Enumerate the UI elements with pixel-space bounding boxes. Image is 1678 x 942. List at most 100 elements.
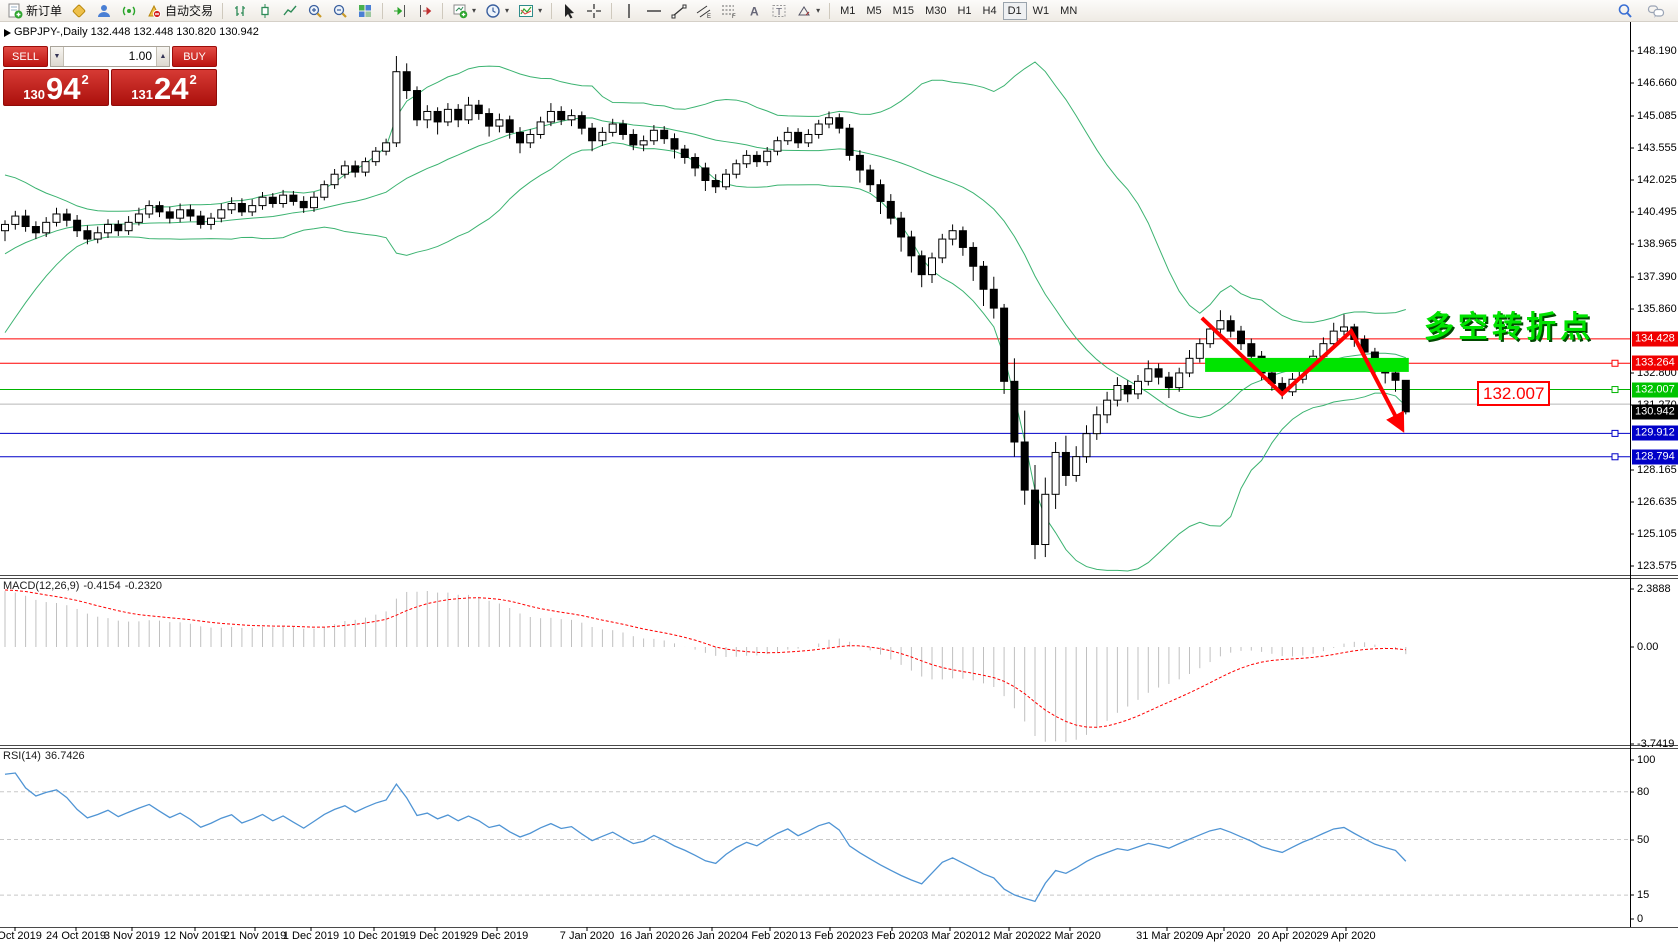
macd-main-value: -0.4154 [83,580,121,592]
separator [611,2,613,19]
price-axis-tick: 135.860 [1637,303,1677,315]
indicators-icon [519,4,534,17]
rsi-axis-tick: 15 [1637,889,1650,901]
main-toolbar: 新订单 自动交易 [0,0,1678,22]
candlestick-chart-button[interactable] [253,1,277,21]
price-axis-tick: 145.085 [1637,110,1677,122]
date-axis-label: 5 Oct 2019 [0,930,42,942]
horizontal-line-button[interactable] [642,1,666,21]
price-axis-tick: 143.555 [1637,142,1677,154]
rsi-axis-tick: 100 [1637,754,1656,766]
timeframe-button-m1[interactable]: M1 [840,4,856,17]
autotrading-button[interactable]: 自动交易 [142,1,217,21]
macd-axis-tick: 2.3888 [1637,583,1671,595]
timeframe-button-m5[interactable]: M5 [866,4,882,17]
rsi-axis-tick: 50 [1637,834,1650,846]
crosshair-button[interactable] [582,1,606,21]
separator [222,2,224,19]
date-axis-label: 10 Dec 2019 [342,930,406,942]
volume-input[interactable]: 1.00 [128,49,152,63]
price-axis-tag: 130.942 [1632,404,1678,420]
buy-price-display[interactable]: 131 24 2 [111,69,217,106]
strategy-tester-button[interactable] [67,1,91,21]
macd-name: MACD(12,26,9) [3,580,80,592]
tile-windows-button[interactable] [353,1,377,21]
date-axis-label: 29 Apr 2020 [1316,930,1376,942]
price-axis-tick: 137.390 [1637,271,1677,283]
symbol-period-label: GBPJPY-,Daily [14,26,88,38]
timeframe-button-mn[interactable]: MN [1060,4,1078,17]
text-button[interactable]: A [742,1,766,21]
text-label-button[interactable]: T [767,1,791,21]
chart-shift-button[interactable] [413,1,437,21]
periods-dropdown[interactable]: ▾ [481,1,513,21]
line-chart-button[interactable] [278,1,302,21]
timeframe-button-d1[interactable]: D1 [1002,1,1027,20]
timeframe-button-w1[interactable]: W1 [1032,4,1050,17]
timeframe-button-h1[interactable]: H1 [957,4,972,17]
rsi-value: 36.7426 [44,750,85,762]
price-chart-canvas[interactable] [0,22,1678,942]
signals-button[interactable] [117,1,141,21]
auto-scroll-button[interactable] [388,1,412,21]
toolbar-right [1613,1,1675,21]
ohlc-values: 132.448 132.448 130.820 130.942 [90,26,259,38]
svg-text:T: T [776,7,782,18]
shapes-dropdown[interactable]: ▾ [792,1,824,21]
cursor-button[interactable] [557,1,581,21]
sell-button[interactable]: SELL [3,46,48,67]
sell-price-display[interactable]: 130 94 2 [3,69,109,106]
equidistant-channel-button[interactable]: E [692,1,716,21]
clock-icon [486,3,500,18]
indicators-dropdown[interactable]: ▾ [514,1,546,21]
bar-chart-button[interactable] [228,1,252,21]
fibonacci-icon: F [722,5,736,19]
date-axis-label: 12 Nov 2019 [163,930,227,942]
timeframe-button-m30[interactable]: M30 [925,4,947,17]
volume-down-button[interactable]: ▼ [51,47,64,66]
date-axis-label: 1 Dec 2019 [282,930,340,942]
caret-down-icon: ▾ [472,6,477,15]
price-axis-tag: 128.794 [1632,449,1678,465]
search-button[interactable] [1613,1,1637,21]
sell-price-big-figure: 130 [23,87,45,102]
caret-down-icon: ▾ [816,6,821,15]
new-chart-dropdown[interactable]: ▾ [448,1,480,21]
date-axis-label: 31 Mar 2020 [1136,930,1198,942]
vertical-line-button[interactable] [617,1,641,21]
svg-text:F: F [732,14,736,19]
date-axis-label: 9 Apr 2020 [1197,930,1251,942]
price-axis-tick: 126.635 [1637,496,1677,508]
date-axis-label: 16 Jan 2020 [619,930,681,942]
fibonacci-button[interactable]: F [717,1,741,21]
caret-down-icon: ▾ [538,6,543,15]
separator [829,2,831,19]
autotrade-icon [148,4,162,18]
zoom-out-button[interactable] [328,1,352,21]
candlestick-icon [261,3,269,18]
chat-button[interactable] [1643,1,1669,21]
price-axis-tick: 123.575 [1637,560,1677,572]
line-chart-icon [283,5,297,15]
price-axis-tick: 148.190 [1637,45,1677,57]
zoom-in-button[interactable] [303,1,327,21]
macd-axis-tick: 0.00 [1637,641,1659,653]
price-axis-tag: 129.912 [1632,425,1678,441]
volume-stepper: ▼ 1.00 ▲ [50,46,170,67]
trendline-button[interactable] [667,1,691,21]
caret-down-icon: ▾ [505,6,510,15]
horizontal-line-icon [647,9,662,12]
macd-indicator-label: MACD(12,26,9) -0.4154 -0.2320 [3,580,166,592]
buy-button[interactable]: BUY [172,46,217,67]
zoom-out-icon [333,4,347,18]
mql5-community-button[interactable] [92,1,116,21]
broadcast-icon [122,6,136,15]
timeframe-button-m15[interactable]: M15 [892,4,915,17]
volume-up-button[interactable]: ▲ [156,47,169,66]
new-order-button[interactable]: 新订单 [3,1,66,21]
date-axis-label: 20 Apr 2020 [1257,930,1317,942]
date-axis-label: 12 Mar 2020 [978,930,1040,942]
timeframe-button-h4[interactable]: H4 [982,4,997,17]
date-axis-label: 26 Jan 2020 [681,930,743,942]
